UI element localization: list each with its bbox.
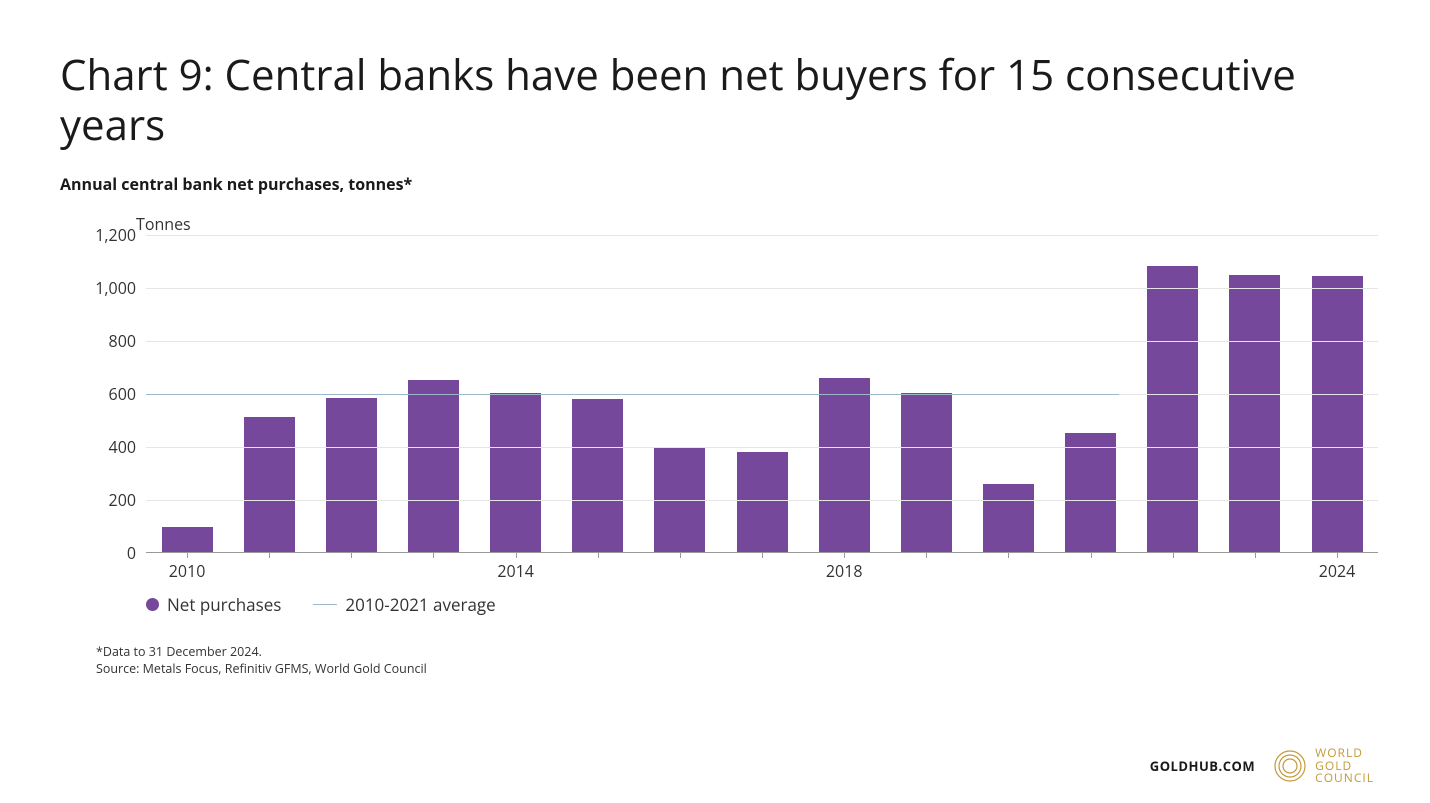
y-tick-label: 800 — [76, 330, 136, 352]
bar — [901, 393, 952, 552]
gridline — [146, 500, 1378, 501]
x-tick-mark — [187, 552, 188, 558]
average-reference-line — [146, 394, 1119, 395]
gridline — [146, 447, 1378, 448]
legend-label-average: 2010-2021 average — [345, 593, 495, 616]
y-tick-label: 200 — [76, 489, 136, 511]
bar — [572, 399, 623, 551]
legend-item-net-purchases: Net purchases — [146, 593, 281, 616]
x-tick-label — [1214, 560, 1296, 582]
gridline — [146, 341, 1378, 342]
bar — [490, 393, 541, 552]
x-tick-label — [721, 560, 803, 582]
y-tick-label: 0 — [76, 542, 136, 564]
x-tick-mark — [1008, 552, 1009, 558]
x-tick-label: 2014 — [475, 560, 557, 582]
x-tick-label: 2010 — [146, 560, 228, 582]
gridline — [146, 288, 1378, 289]
y-tick-label: 1,200 — [76, 224, 136, 246]
legend-label-net-purchases: Net purchases — [167, 593, 281, 616]
bar — [1065, 433, 1116, 552]
x-tick-label — [639, 560, 721, 582]
y-axis-unit-label: Tonnes — [136, 213, 191, 235]
x-tick-mark — [1337, 552, 1338, 558]
y-tick-label: 1,000 — [76, 277, 136, 299]
footnote-line-2: Source: Metals Focus, Refinitiv GFMS, Wo… — [96, 661, 1370, 678]
x-tick-mark — [1255, 552, 1256, 558]
x-tick-mark — [351, 552, 352, 558]
wgc-logo-icon — [1273, 749, 1307, 783]
x-axis-labels: 2010 2014 2018 2024 — [146, 560, 1378, 582]
bar — [162, 527, 213, 552]
footnote: *Data to 31 December 2024. Source: Metal… — [96, 644, 1370, 678]
x-tick-label — [1132, 560, 1214, 582]
x-tick-mark — [269, 552, 270, 558]
bar — [1147, 266, 1198, 552]
x-tick-label — [885, 560, 967, 582]
x-tick-mark — [1091, 552, 1092, 558]
y-axis: 02004006008001,0001,200 — [76, 235, 136, 553]
x-tick-label — [1050, 560, 1132, 582]
x-tick-mark — [433, 552, 434, 558]
legend-item-average: 2010-2021 average — [313, 593, 495, 616]
bar — [408, 380, 459, 552]
x-tick-label — [228, 560, 310, 582]
chart-title: Chart 9: Central banks have been net buy… — [60, 50, 1370, 151]
plot-area: 2010201420182024 — [146, 235, 1378, 553]
x-tick-label — [392, 560, 474, 582]
chart-area: Tonnes 02004006008001,0001,200 201020142… — [96, 235, 1370, 678]
legend-line-icon — [313, 604, 337, 605]
x-tick-label — [557, 560, 639, 582]
x-tick-mark — [516, 552, 517, 558]
legend-dot-icon — [146, 598, 159, 611]
site-link-label: GOLDHUB.COM — [1150, 757, 1255, 775]
x-tick-label: 2024 — [1296, 560, 1378, 582]
x-tick-mark — [1173, 552, 1174, 558]
x-tick-label: 2018 — [803, 560, 885, 582]
bar — [737, 452, 788, 551]
bar — [1229, 275, 1280, 552]
footnote-line-1: *Data to 31 December 2024. — [96, 644, 1370, 661]
chart-subtitle: Annual central bank net purchases, tonne… — [60, 173, 1370, 195]
bar — [983, 484, 1034, 552]
x-tick-label — [310, 560, 392, 582]
y-tick-label: 600 — [76, 383, 136, 405]
x-tick-mark — [926, 552, 927, 558]
legend: Net purchases 2010-2021 average — [146, 593, 1370, 616]
bar — [326, 398, 377, 552]
bar — [1312, 276, 1363, 552]
bar — [244, 417, 295, 552]
x-tick-mark — [844, 552, 845, 558]
x-tick-label — [967, 560, 1049, 582]
y-tick-label: 400 — [76, 436, 136, 458]
bar — [819, 378, 870, 552]
x-tick-mark — [598, 552, 599, 558]
footer: GOLDHUB.COM WORLD GOLD COUNCIL — [1150, 747, 1374, 785]
logo-text-3: COUNCIL — [1315, 772, 1374, 785]
gridline — [146, 235, 1378, 236]
world-gold-council-logo: WORLD GOLD COUNCIL — [1273, 747, 1374, 785]
x-tick-mark — [680, 552, 681, 558]
x-tick-mark — [762, 552, 763, 558]
